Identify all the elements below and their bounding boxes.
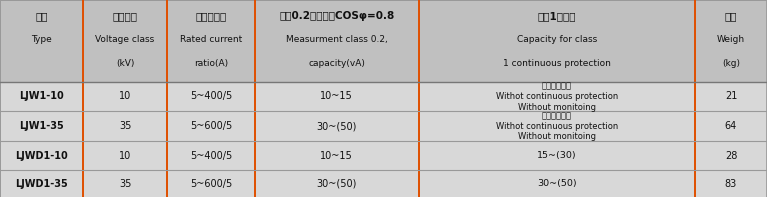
Text: Measurment class 0.2,: Measurment class 0.2, <box>286 35 387 44</box>
Text: LJW1-35: LJW1-35 <box>19 121 64 131</box>
Text: 83: 83 <box>725 179 737 189</box>
Text: ratio(A): ratio(A) <box>194 59 228 68</box>
Text: 30~(50): 30~(50) <box>317 121 357 131</box>
Bar <box>419 0 695 82</box>
Text: 10: 10 <box>119 91 131 101</box>
Text: 30~(50): 30~(50) <box>537 179 577 188</box>
Bar <box>695 111 767 141</box>
Text: LJWD1-35: LJWD1-35 <box>15 179 67 189</box>
Bar <box>255 141 419 170</box>
Bar <box>83 141 167 170</box>
Bar <box>0 111 83 141</box>
Text: 电压等级: 电压等级 <box>113 11 137 21</box>
Bar <box>0 141 83 170</box>
Text: 15~(30): 15~(30) <box>537 151 577 160</box>
Bar <box>695 170 767 197</box>
Bar <box>167 141 255 170</box>
Bar <box>167 170 255 197</box>
Text: LJWD1-10: LJWD1-10 <box>15 151 67 161</box>
Bar <box>255 170 419 197</box>
Bar <box>0 170 83 197</box>
Bar <box>255 0 419 82</box>
Bar <box>0 0 83 82</box>
Text: 5~600/5: 5~600/5 <box>189 121 232 131</box>
Bar <box>167 0 255 82</box>
Text: 5~400/5: 5~400/5 <box>189 151 232 161</box>
Bar <box>419 111 695 141</box>
Text: (kV): (kV) <box>116 59 134 68</box>
Bar <box>419 82 695 111</box>
Text: 21: 21 <box>725 91 737 101</box>
Text: 64: 64 <box>725 121 737 131</box>
Text: Type: Type <box>31 35 52 44</box>
Bar <box>695 82 767 111</box>
Bar <box>695 0 767 82</box>
Text: 计量0.2级，容量COSφ=0.8: 计量0.2级，容量COSφ=0.8 <box>279 11 394 21</box>
Text: 5~600/5: 5~600/5 <box>189 179 232 189</box>
Text: 10~15: 10~15 <box>321 91 353 101</box>
Text: Rated current: Rated current <box>179 35 242 44</box>
Text: Weigh: Weigh <box>717 35 745 44</box>
Text: 1 continuous protection: 1 continuous protection <box>503 59 611 68</box>
Bar <box>83 82 167 111</box>
Text: 5~400/5: 5~400/5 <box>189 91 232 101</box>
Text: 型号: 型号 <box>35 11 48 21</box>
Bar <box>83 0 167 82</box>
Text: 10~15: 10~15 <box>321 151 353 161</box>
Text: 额定电流比: 额定电流比 <box>196 11 226 21</box>
Text: Capacity for class: Capacity for class <box>517 35 597 44</box>
Text: 10: 10 <box>119 151 131 161</box>
Bar <box>419 170 695 197</box>
Bar <box>255 111 419 141</box>
Text: 无继保无监控
Withot continuous protection
Without monitoing: 无继保无监控 Withot continuous protection With… <box>495 81 618 112</box>
Bar <box>255 82 419 111</box>
Text: 28: 28 <box>725 151 737 161</box>
Bar <box>0 82 83 111</box>
Text: (kg): (kg) <box>722 59 740 68</box>
Bar <box>167 82 255 111</box>
Text: Voltage class: Voltage class <box>95 35 155 44</box>
Text: 35: 35 <box>119 121 131 131</box>
Text: capacity(vA): capacity(vA) <box>308 59 365 68</box>
Bar <box>167 111 255 141</box>
Text: 35: 35 <box>119 179 131 189</box>
Bar <box>695 141 767 170</box>
Text: LJW1-10: LJW1-10 <box>19 91 64 101</box>
Bar <box>83 111 167 141</box>
Text: 30~(50): 30~(50) <box>317 179 357 189</box>
Text: 继保1级容量: 继保1级容量 <box>538 11 576 21</box>
Text: 无继保无监控
Withot continuous protection
Without monitoing: 无继保无监控 Withot continuous protection With… <box>495 111 618 141</box>
Bar <box>419 141 695 170</box>
Text: 重量: 重量 <box>725 11 737 21</box>
Bar <box>83 170 167 197</box>
